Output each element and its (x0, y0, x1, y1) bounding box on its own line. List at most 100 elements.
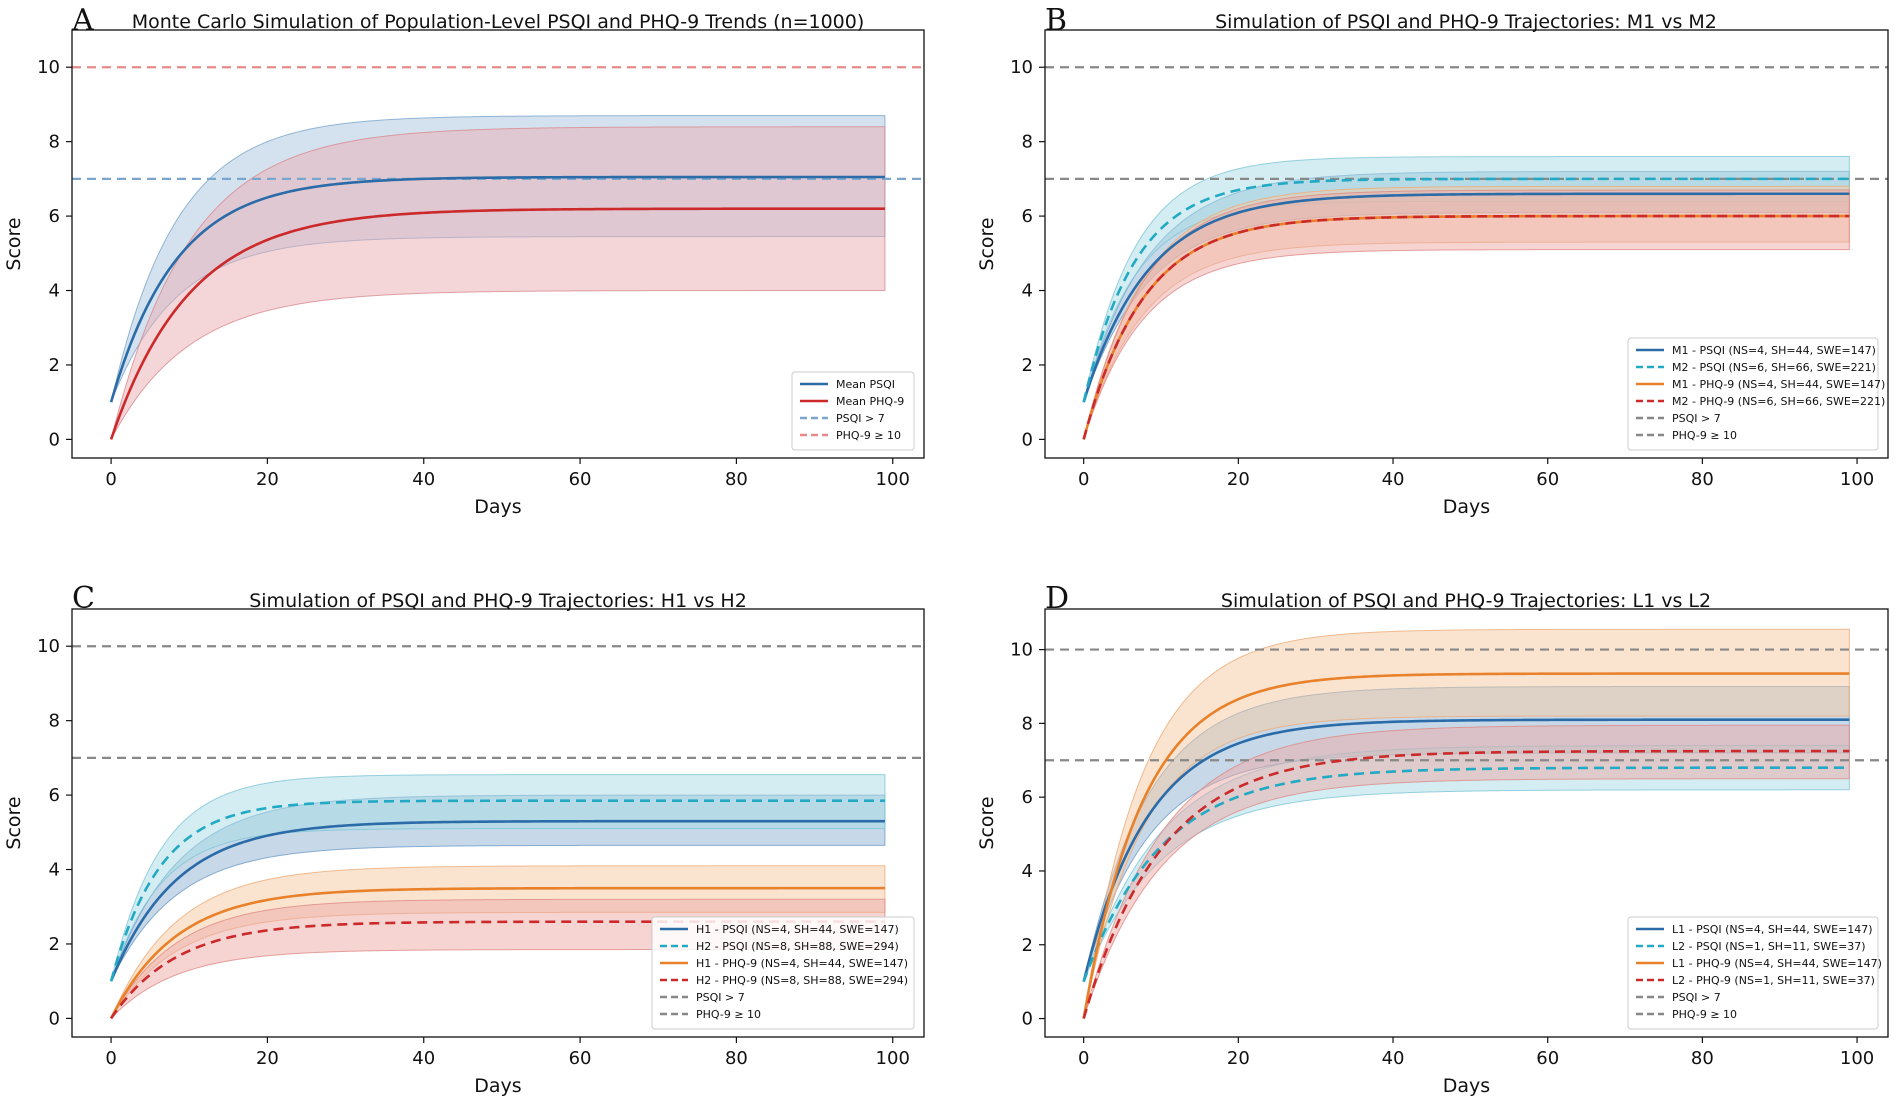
legend-label: Mean PSQI (836, 378, 895, 391)
x-tick-label: 80 (725, 1048, 748, 1069)
y-tick-label: 2 (49, 355, 60, 376)
axes-frame (1044, 29, 1889, 459)
series-line (109, 799, 885, 982)
y-tick-label: 2 (49, 934, 60, 955)
x-axis-label: Days (1443, 496, 1490, 518)
x-tick-label: 100 (876, 469, 910, 490)
legend-label: L1 - PSQI (NS=4, SH=44, SWE=147) (1672, 923, 1873, 936)
legend-label: M2 - PHQ-9 (NS=6, SH=66, SWE=221) (1672, 395, 1885, 408)
axes-frame (71, 608, 925, 1038)
x-tick-label: 20 (1227, 469, 1250, 490)
y-tick-label: 2 (1022, 935, 1033, 956)
legend-label: PSQI > 7 (1672, 991, 1721, 1004)
x-tick-label: 20 (1227, 1048, 1250, 1069)
legend-label: H2 - PSQI (NS=8, SH=88, SWE=294) (696, 940, 899, 953)
y-axis-label: Score (976, 796, 998, 849)
y-tick-label: 4 (49, 281, 60, 302)
x-tick-label: 100 (1840, 469, 1874, 490)
y-tick-label: 6 (49, 206, 60, 227)
y-tick-label: 0 (49, 1008, 60, 1029)
x-tick-label: 80 (725, 469, 748, 490)
chart-title: Simulation of PSQI and PHQ-9 Trajectorie… (249, 590, 747, 612)
legend-label: PHQ-9 ≥ 10 (1672, 429, 1737, 442)
legend-label: M2 - PSQI (NS=6, SH=66, SWE=221) (1672, 361, 1876, 374)
x-tick-label: 0 (1078, 1048, 1089, 1069)
plot-area (1045, 66, 1888, 440)
x-tick-label: 40 (412, 469, 435, 490)
legend: H1 - PSQI (NS=4, SH=44, SWE=147) H2 - PSQ… (651, 916, 915, 1030)
panel-b: 0 20 40 60 80 100 0 2 4 6 8 10 Days Score Simulation o… (976, 3, 1889, 518)
x-tick-label: 60 (569, 469, 592, 490)
y-tick-label: 8 (1022, 132, 1033, 153)
series-line (109, 207, 885, 440)
series-line (1082, 192, 1850, 403)
y-axis-label: Score (3, 796, 25, 849)
panel-letter: C (72, 581, 95, 616)
x-axis-label: Days (474, 1075, 521, 1097)
y-tick-label: 2 (1022, 355, 1033, 376)
x-tick-label: 0 (105, 1048, 116, 1069)
x-tick-label: 60 (1536, 469, 1559, 490)
legend-label: PHQ-9 ≥ 10 (1672, 1008, 1737, 1021)
y-tick-label: 0 (49, 429, 60, 450)
series-line (1082, 766, 1850, 983)
legend-label: PSQI > 7 (1672, 412, 1721, 425)
y-tick-label: 10 (37, 57, 60, 78)
legend-label: H1 - PHQ-9 (NS=4, SH=44, SWE=147) (696, 957, 908, 970)
y-tick-label: 6 (1022, 787, 1033, 808)
y-tick-label: 8 (49, 132, 60, 153)
y-tick-label: 0 (1022, 429, 1033, 450)
y-tick-label: 4 (1022, 861, 1033, 882)
legend-label: M1 - PHQ-9 (NS=4, SH=44, SWE=147) (1672, 378, 1885, 391)
panel-letter: B (1045, 3, 1067, 38)
x-tick-label: 20 (256, 1048, 279, 1069)
series-line (1082, 672, 1850, 1019)
y-axis-label: Score (976, 217, 998, 270)
chart-title: Simulation of PSQI and PHQ-9 Trajectorie… (1221, 590, 1711, 612)
y-tick-label: 10 (37, 636, 60, 657)
chart-title: Monte Carlo Simulation of Population-Lev… (132, 11, 865, 33)
legend-label: L2 - PSQI (NS=1, SH=11, SWE=37) (1672, 940, 1866, 953)
y-tick-label: 8 (49, 711, 60, 732)
legend: Mean PSQI Mean PHQ-9 PSQI > 7 PHQ-9 ≥ 10 (791, 371, 915, 451)
legend-label: PSQI > 7 (696, 991, 745, 1004)
y-tick-label: 8 (1022, 713, 1033, 734)
x-tick-label: 0 (1078, 469, 1089, 490)
x-tick-label: 80 (1691, 469, 1714, 490)
y-tick-label: 4 (1022, 281, 1033, 302)
x-tick-label: 40 (1382, 469, 1405, 490)
legend-box (791, 371, 915, 451)
legend: M1 - PSQI (NS=4, SH=44, SWE=147) M2 - PSQ… (1627, 337, 1885, 451)
legend-label: PSQI > 7 (836, 412, 885, 425)
panel-letter: A (71, 3, 94, 38)
legend-label: Mean PHQ-9 (836, 395, 904, 408)
legend: L1 - PSQI (NS=4, SH=44, SWE=147) L2 - PSQ… (1627, 916, 1882, 1030)
confidence-band (1083, 189, 1850, 440)
x-tick-label: 100 (876, 1048, 910, 1069)
panel-c: 0 20 40 60 80 100 0 2 4 6 8 10 Days Score Simulation o… (3, 581, 925, 1097)
x-tick-label: 60 (569, 1048, 592, 1069)
legend-label: H1 - PSQI (NS=4, SH=44, SWE=147) (696, 923, 899, 936)
y-tick-label: 4 (49, 860, 60, 881)
legend-label: PHQ-9 ≥ 10 (696, 1008, 761, 1021)
legend-box (651, 916, 915, 1030)
axes-frame (71, 29, 925, 459)
plot-area (72, 66, 924, 440)
legend-label: PHQ-9 ≥ 10 (836, 429, 901, 442)
x-axis-label: Days (474, 496, 521, 518)
chart-title: Simulation of PSQI and PHQ-9 Trajectorie… (1215, 11, 1717, 33)
legend-label: L2 - PHQ-9 (NS=1, SH=11, SWE=37) (1672, 974, 1875, 987)
legend-label: L1 - PHQ-9 (NS=4, SH=44, SWE=147) (1672, 957, 1882, 970)
series-line (1082, 718, 1850, 982)
series-line (109, 819, 885, 982)
y-tick-label: 6 (1022, 206, 1033, 227)
y-axis-label: Score (3, 217, 25, 270)
y-tick-label: 10 (1010, 57, 1033, 78)
x-tick-label: 100 (1840, 1048, 1874, 1069)
legend-label: M1 - PSQI (NS=4, SH=44, SWE=147) (1672, 344, 1876, 357)
x-tick-label: 80 (1691, 1048, 1714, 1069)
y-tick-label: 0 (1022, 1009, 1033, 1030)
y-tick-label: 10 (1010, 640, 1033, 661)
series-line (1082, 214, 1850, 440)
